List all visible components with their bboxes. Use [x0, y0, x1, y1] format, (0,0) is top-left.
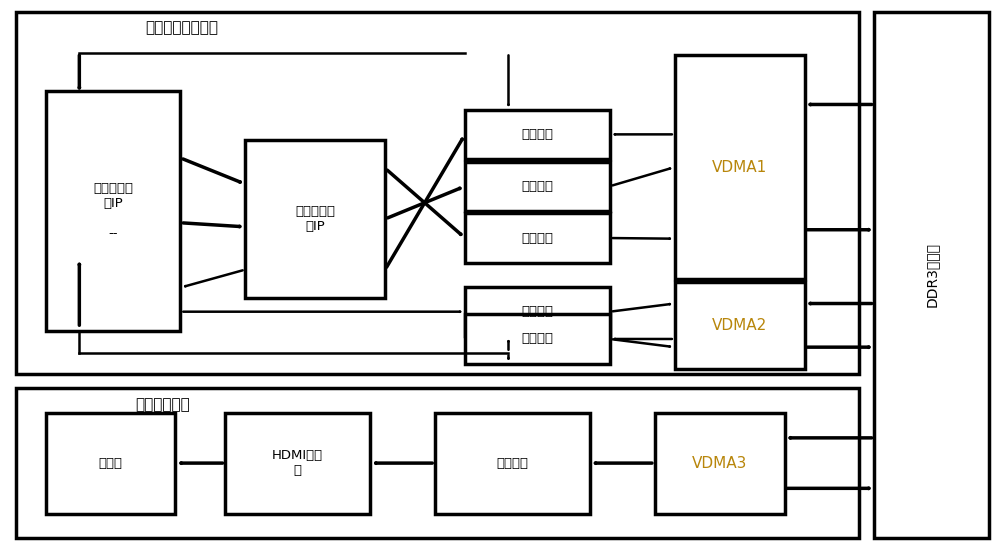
Bar: [225, 412, 370, 514]
Text: VDMA1: VDMA1: [712, 160, 767, 174]
Bar: [16, 11, 859, 375]
Text: 视频转流: 视频转流: [521, 231, 553, 245]
Bar: [465, 162, 610, 211]
Text: 算法处理加速通道: 算法处理加速通道: [145, 20, 218, 36]
Bar: [465, 110, 610, 159]
Bar: [874, 11, 989, 538]
Text: 注册配置: 注册配置: [521, 180, 553, 193]
Text: VDMA3: VDMA3: [692, 456, 747, 470]
Text: HDMI控制
器: HDMI控制 器: [272, 449, 323, 477]
Bar: [465, 315, 610, 364]
Text: DDR3控制端: DDR3控制端: [925, 242, 939, 307]
Bar: [465, 213, 610, 263]
Bar: [655, 412, 785, 514]
Bar: [435, 412, 590, 514]
Bar: [46, 412, 175, 514]
Text: 立体视觉匹
配IP: 立体视觉匹 配IP: [295, 205, 335, 233]
Text: 流转视频: 流转视频: [521, 333, 553, 346]
Bar: [675, 282, 805, 369]
Text: 显示器: 显示器: [99, 457, 123, 470]
Bar: [46, 91, 180, 331]
Text: 流转视频: 流转视频: [521, 128, 553, 141]
Text: 视频转流: 视频转流: [521, 305, 553, 318]
Text: VDMA2: VDMA2: [712, 318, 767, 333]
Bar: [16, 388, 859, 538]
Text: 立体视觉校
正IP

--: 立体视觉校 正IP --: [93, 182, 133, 240]
Text: 流转视频: 流转视频: [496, 457, 528, 470]
Bar: [245, 140, 385, 298]
Bar: [675, 55, 805, 279]
Bar: [465, 287, 610, 336]
Text: 实时显示通道: 实时显示通道: [136, 397, 190, 412]
